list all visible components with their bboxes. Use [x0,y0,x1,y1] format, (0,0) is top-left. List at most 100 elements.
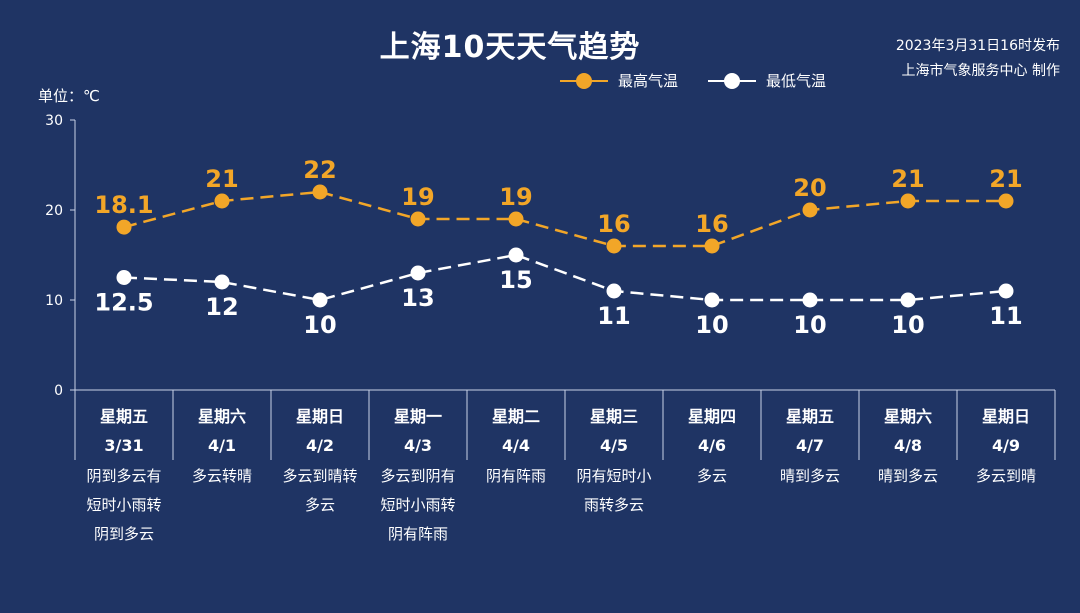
day-header: 星期六 4/1 [173,402,271,460]
date-label: 4/2 [305,436,335,455]
weather-line: 阴有阵雨 [485,467,546,485]
high-temp-point [508,211,524,227]
weather-description: 多云到晴 [957,462,1055,491]
low-temp-label: 12 [205,293,238,321]
low-temp-label: 10 [891,311,924,339]
weather-description: 多云转晴 [173,462,271,491]
weather-description: 晴到多云 [761,462,859,491]
legend-high-swatch [560,71,608,91]
weather-line: 阴到多云 [93,525,154,543]
weather-line: 雨转多云 [583,496,644,514]
low-temp-label: 12.5 [94,289,153,317]
weather-line: 短时小雨转 [86,496,162,514]
low-temp-label: 15 [499,266,532,294]
date-label: 4/7 [795,436,825,455]
weather-line: 阴有短时小 [576,467,652,485]
weather-description: 多云 [663,462,761,491]
day-header: 星期一 4/3 [369,402,467,460]
weather-line: 短时小雨转 [380,496,456,514]
low-temp-point [606,283,622,299]
date-label: 4/4 [501,436,531,455]
high-temp-label: 19 [401,183,434,211]
high-temp-label: 16 [695,210,728,238]
high-temp-point [900,193,916,209]
y-tick-label: 20 [45,203,63,219]
low-temp-point [802,292,818,308]
low-temp-label: 10 [695,311,728,339]
weather-description: 阴到多云有短时小雨转阴到多云 [75,462,173,549]
date-label: 4/5 [599,436,629,455]
weather-line: 多云到晴 [975,467,1036,485]
y-tick-label: 10 [45,293,63,309]
weather-line: 多云到晴转 [282,467,358,485]
y-tick-label: 30 [45,113,63,129]
low-temp-point [312,292,328,308]
high-temp-label: 21 [205,165,238,193]
weather-line: 多云 [304,496,335,514]
legend-high-label: 最高气温 [618,72,679,90]
weekday-label: 星期日 [295,407,344,426]
weather-line: 阴到多云有 [86,467,162,485]
y-tick-label: 0 [54,383,63,399]
weekday-label: 星期六 [197,407,246,426]
high-temp-label: 22 [303,156,336,184]
high-temp-label: 21 [989,165,1022,193]
low-temp-point [116,270,132,285]
day-header: 星期六 4/8 [859,402,957,460]
high-temp-label: 19 [499,183,532,211]
low-temp-point [998,283,1014,299]
low-temp-label: 13 [401,284,434,312]
day-header: 星期日 4/9 [957,402,1055,460]
weekday-label: 星期日 [981,407,1030,426]
low-temp-point [704,292,720,308]
weather-description: 晴到多云 [859,462,957,491]
low-temp-point [900,292,916,308]
day-header: 星期五 3/31 [75,402,173,460]
low-temp-label: 11 [989,302,1022,330]
low-temp-point [508,247,524,263]
high-temp-line [123,190,1006,248]
legend-low-swatch [708,71,756,91]
weekday-label: 星期二 [491,407,540,426]
weather-line: 多云到阴有 [380,467,456,485]
legend-high: 最高气温 [560,70,678,91]
day-header: 星期三 4/5 [565,402,663,460]
legend-low-label: 最低气温 [766,72,827,90]
weekday-label: 星期五 [99,407,148,426]
weather-line: 晴到多云 [779,467,840,485]
high-temp-label: 16 [597,210,630,238]
weather-line: 阴有阵雨 [387,525,448,543]
legend-low: 最低气温 [708,70,826,91]
high-temp-point [410,211,426,227]
day-header: 星期日 4/2 [271,402,369,460]
day-header: 星期二 4/4 [467,402,565,460]
chart-title: 上海10天天气趋势 [379,30,641,65]
publish-info: 2023年3月31日16时发布 上海市气象服务中心 制作 [896,34,1060,84]
weather-description: 多云到晴转 多云 [271,462,369,520]
high-temp-label: 18.1 [94,191,153,219]
low-temp-label: 10 [793,311,826,339]
high-temp-point [312,184,328,200]
low-temp-label: 11 [597,302,630,330]
low-temp-line [123,253,1007,302]
date-label: 4/8 [893,436,923,455]
high-temp-point [704,238,720,254]
low-temp-point [410,265,426,281]
day-header: 星期四 4/6 [663,402,761,460]
day-header: 星期五 4/7 [761,402,859,460]
weekday-label: 星期六 [883,407,932,426]
date-label: 3/31 [104,436,144,455]
high-temp-point [116,219,132,235]
low-temp-point [214,274,230,290]
high-temp-label: 21 [891,165,924,193]
weekday-label: 星期五 [785,407,834,426]
high-temp-point [214,193,230,209]
date-label: 4/3 [403,436,433,455]
low-temp-label: 10 [303,311,336,339]
weather-description: 阴有阵雨 [467,462,565,491]
weekday-label: 星期三 [589,407,638,426]
publish-time: 2023年3月31日16时发布 [895,38,1060,54]
weekday-label: 星期四 [687,407,736,426]
high-temp-point [802,202,818,218]
